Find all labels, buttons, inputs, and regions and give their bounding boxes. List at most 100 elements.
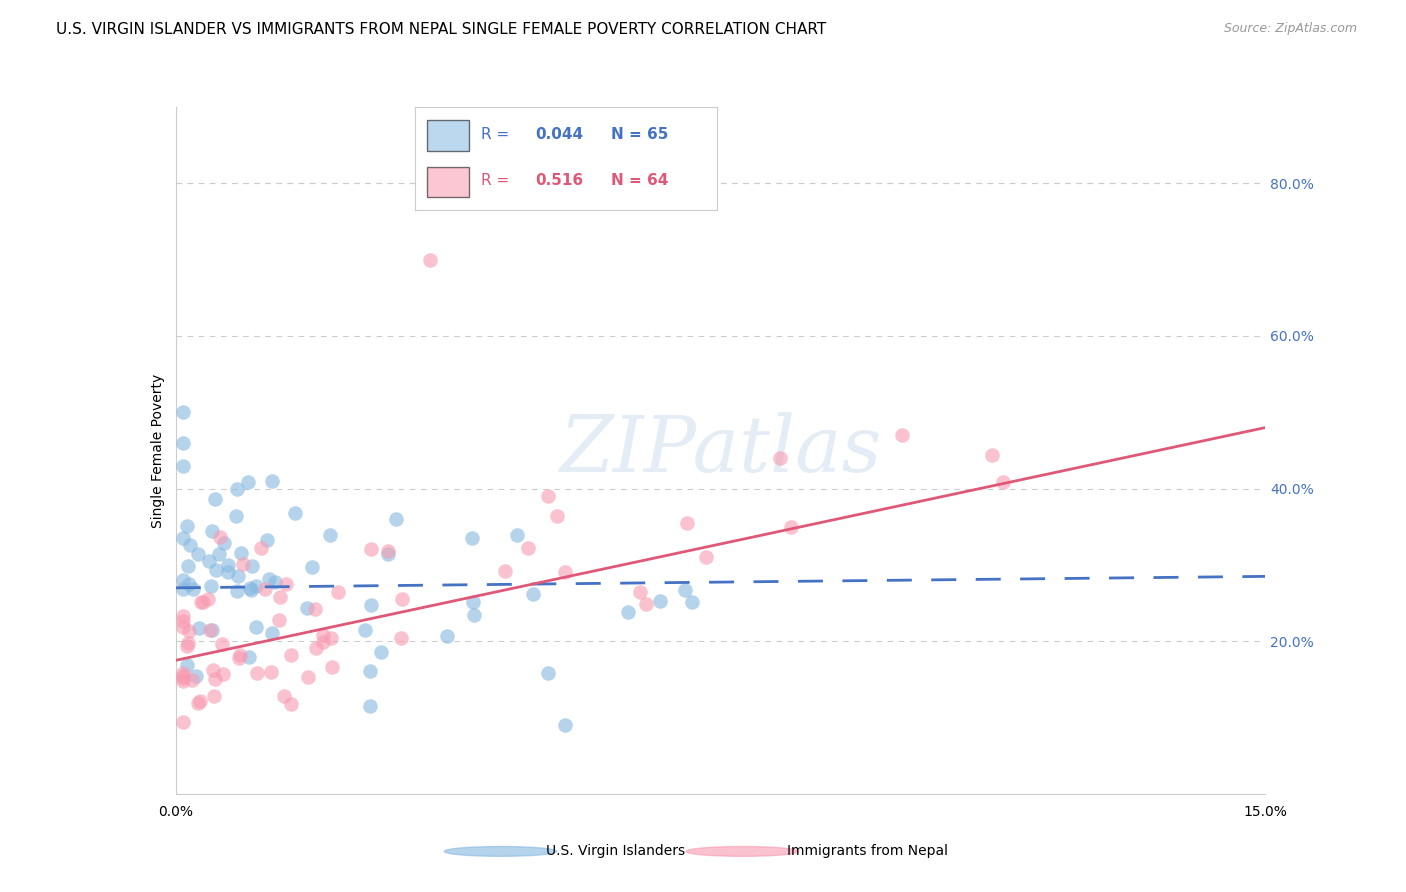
Point: [217, 558, 239, 573]
Point: [250, 541, 273, 555]
Point: [176, 658, 198, 673]
Point: [177, 577, 200, 591]
Point: [321, 632, 343, 646]
Point: [769, 451, 792, 466]
Point: [226, 569, 249, 583]
Point: [461, 531, 484, 545]
Point: [245, 579, 267, 593]
Point: [634, 598, 657, 612]
Point: [280, 698, 302, 712]
Point: [360, 599, 382, 613]
Point: [208, 547, 231, 561]
Point: [201, 623, 224, 637]
Point: [200, 579, 222, 593]
Point: [201, 524, 224, 538]
Point: [240, 559, 263, 574]
Point: [238, 650, 260, 665]
Point: [305, 640, 328, 655]
Point: [319, 527, 342, 541]
Point: [385, 511, 408, 525]
Point: [180, 673, 202, 687]
Point: [269, 590, 291, 604]
Point: [273, 689, 295, 703]
Text: N = 64: N = 64: [612, 173, 669, 188]
Point: [284, 506, 307, 520]
Point: [264, 574, 287, 589]
Point: [891, 428, 914, 442]
Point: [537, 665, 560, 680]
Point: [312, 628, 335, 642]
Point: [190, 595, 212, 609]
Point: [187, 621, 209, 635]
Point: [172, 582, 194, 596]
Point: [198, 623, 221, 637]
Text: R =: R =: [481, 173, 509, 188]
Point: [304, 602, 326, 616]
Point: [172, 669, 194, 683]
Point: [172, 620, 194, 634]
Point: [217, 566, 239, 580]
Point: [179, 538, 201, 552]
Point: [537, 489, 560, 503]
Point: [494, 564, 516, 578]
Point: [225, 509, 247, 524]
Point: [370, 644, 392, 658]
Point: [228, 648, 250, 662]
Point: [274, 577, 297, 591]
Point: [463, 595, 485, 609]
Point: [630, 584, 652, 599]
Point: [353, 623, 375, 637]
Point: [226, 584, 249, 599]
Point: [172, 609, 194, 624]
Point: [617, 605, 640, 619]
Circle shape: [444, 847, 557, 856]
Point: [253, 582, 276, 597]
Text: R =: R =: [481, 128, 509, 142]
Point: [245, 620, 267, 634]
Point: [239, 581, 262, 595]
Point: [204, 672, 226, 686]
FancyBboxPatch shape: [427, 120, 470, 151]
Text: Source: ZipAtlas.com: Source: ZipAtlas.com: [1223, 22, 1357, 36]
Point: [172, 615, 194, 629]
Point: [201, 663, 224, 677]
Text: U.S. VIRGIN ISLANDER VS IMMIGRANTS FROM NEPAL SINGLE FEMALE POVERTY CORRELATION : U.S. VIRGIN ISLANDER VS IMMIGRANTS FROM …: [56, 22, 827, 37]
Point: [389, 631, 412, 645]
Point: [176, 518, 198, 533]
Point: [231, 546, 253, 560]
Point: [172, 665, 194, 680]
Y-axis label: Single Female Poverty: Single Female Poverty: [150, 374, 165, 527]
Text: Immigrants from Nepal: Immigrants from Nepal: [787, 845, 949, 858]
Point: [240, 583, 263, 598]
Point: [181, 582, 204, 596]
Point: [176, 636, 198, 650]
Point: [176, 639, 198, 653]
Point: [214, 536, 236, 550]
Point: [172, 714, 194, 729]
Point: [172, 573, 194, 587]
Point: [177, 624, 200, 638]
Point: [359, 698, 381, 713]
Point: [212, 666, 235, 681]
Point: [172, 435, 194, 450]
Point: [436, 629, 458, 643]
Point: [226, 483, 249, 497]
Point: [359, 664, 381, 678]
Point: [205, 563, 228, 577]
Point: [377, 543, 399, 558]
Point: [198, 554, 221, 568]
Point: [695, 549, 717, 564]
Text: 0.516: 0.516: [536, 173, 583, 188]
Point: [172, 673, 194, 688]
Point: [172, 458, 194, 473]
Point: [993, 475, 1015, 489]
Point: [246, 666, 269, 681]
Point: [187, 696, 209, 710]
Point: [546, 509, 568, 524]
Point: [517, 541, 540, 555]
Point: [312, 635, 335, 649]
Point: [172, 671, 194, 685]
Point: [186, 669, 208, 683]
Point: [328, 584, 350, 599]
Point: [260, 665, 283, 679]
